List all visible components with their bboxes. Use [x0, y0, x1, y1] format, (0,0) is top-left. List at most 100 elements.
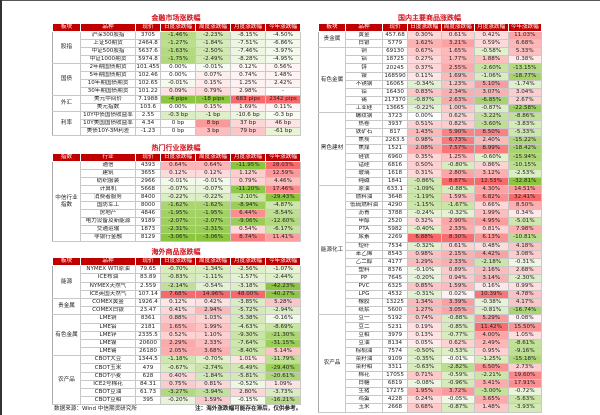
change-cell: -8.15%: [230, 31, 266, 40]
table-row: 铅 16430 0.83% 2.34% 3.07% 3.04%: [319, 87, 542, 97]
price-cell: 2966: [135, 177, 161, 186]
group-label: 能源: [52, 265, 81, 299]
group-label: 利率: [52, 111, 81, 136]
item-name: 电力设备及新能源: [80, 217, 136, 226]
change-cell: 37 bp: [230, 119, 266, 128]
price-cell: 69130: [382, 47, 408, 57]
change-cell: 0.16%: [474, 281, 509, 292]
table-row: 棉花 17055 0.71% -0.59% -2.21% 19.60%: [319, 371, 542, 381]
change-cell: -: [265, 87, 301, 96]
price-cell: 23.47: [135, 306, 161, 316]
change-cell: -12.60%: [265, 217, 301, 226]
change-cell: 10.39%: [474, 290, 509, 300]
change-cell: 3.14%: [474, 273, 509, 284]
price-cell: 61.73: [135, 387, 161, 398]
item-name: 白糖: [345, 379, 383, 389]
change-cell: -6.85%: [474, 95, 509, 105]
change-cell: -6.86%: [265, 39, 301, 48]
change-cell: 2.05%: [160, 347, 196, 357]
change-cell: 4.95%: [474, 217, 509, 227]
item-name: 橡胶: [345, 298, 383, 308]
change-cell: 4.46%: [265, 177, 301, 186]
price-cell: 102.46: [135, 71, 161, 80]
change-cell: 1.05%: [507, 330, 542, 340]
change-cell: 2.55%: [440, 63, 475, 73]
change-cell: -10.6 bp: [230, 111, 266, 120]
table-row: 锌 20245 0.37% 2.55% -2.60% -13.15%: [319, 63, 542, 73]
price-cell: 8400: [135, 193, 161, 202]
change-cell: -1.07%: [265, 265, 301, 275]
table-row: 焦煤 1521 2.08% 7.57% 8.99% -18.42%: [319, 144, 542, 154]
item-name: 建筑: [80, 169, 136, 178]
item-name: 国防军工: [80, 201, 136, 210]
table-row: 贵金属 COMEX黄金 1926.4 0.12% 0.42% -3.85% 5.28%: [52, 297, 301, 316]
change-cell: 0.64%: [160, 161, 196, 170]
price-cell: 20245: [382, 63, 408, 73]
change-cell: 6.73%: [440, 136, 475, 146]
item-name: LME铝: [80, 322, 136, 332]
change-cell: -0.72%: [507, 387, 542, 397]
table-row: COMEX白银 23.47 0.41% 2.94% -5.72% -2.94%: [53, 306, 301, 316]
change-cell: 0.85%: [407, 281, 442, 292]
table-row: 美债10Y-3M利差 -1.23 0 bp 3 bp 79 bp -61 bp: [53, 127, 301, 136]
change-cell: -3.06%: [195, 233, 231, 242]
item-name: COMEX黄金: [80, 297, 136, 308]
change-cell: 0.48%: [474, 241, 509, 251]
item-name: 螺纹钢: [345, 112, 383, 122]
change-cell: -22.58%: [507, 103, 542, 114]
item-name: 锌: [345, 63, 383, 73]
price-cell: 5600: [382, 306, 408, 316]
change-cell: -1.67%: [440, 201, 475, 211]
price-cell: 79.65: [135, 265, 161, 275]
table-row: 镍 168590 0.11% 1.69% -1.06% -18.77%: [319, 71, 542, 81]
change-cell: 7.98%: [507, 225, 542, 235]
change-cell: 28.03%: [265, 161, 301, 170]
change-cell: 6.44%: [230, 209, 266, 218]
change-cell: -15.22%: [507, 136, 542, 146]
item-name: PVC: [345, 281, 383, 292]
change-cell: 2.29%: [160, 338, 196, 349]
change-cell: 0.54%: [230, 225, 266, 234]
change-cell: -2.44%: [265, 273, 301, 283]
change-cell: 8 bp: [195, 119, 231, 128]
table-row: LME锌 2335.5 0.52% 1.10% -9.30% -21.30%: [53, 330, 301, 340]
item-name: 工业硅: [345, 103, 383, 114]
change-cell: 0.42%: [474, 31, 509, 41]
change-cell: -0.70%: [160, 265, 196, 275]
price-cell: 8129: [135, 233, 161, 242]
change-cell: -0.05%: [440, 395, 475, 405]
change-cell: -0.87%: [440, 403, 475, 413]
change-cell: 3.12%: [474, 168, 509, 178]
item-name: 非银行金融: [80, 233, 136, 242]
change-cell: -40.27%: [265, 289, 301, 299]
table-row: 黑色建材 螺纹钢 3723 0.00% 0.62% -3.22% -8.86%: [318, 112, 542, 186]
change-cell: -3.27%: [160, 387, 196, 398]
change-cell: 79 bp: [230, 127, 266, 136]
item-name: NYMEX天然气: [80, 281, 136, 291]
change-cell: 0.19%: [407, 322, 442, 332]
change-cell: -3.60%: [474, 120, 509, 130]
change-cell: -5.33%: [507, 128, 542, 138]
change-cell: 0.11%: [407, 71, 442, 81]
column-header: 指数: [52, 153, 81, 162]
change-cell: 11.03%: [507, 31, 542, 41]
column-header: 现价: [135, 256, 161, 267]
change-cell: -0.01%: [160, 177, 196, 186]
table-row: 白糖 6819 -0.08% -0.96% 3.41% 17.91%: [319, 379, 542, 389]
change-cell: -10.15%: [507, 160, 542, 170]
change-cell: 4.18%: [507, 241, 542, 251]
item-name: 短纤: [345, 241, 383, 251]
table-row: 农产品 CBOT大豆 1344.5 -1.18% -0.70% 1.01% -11.79%: [52, 355, 301, 406]
price-cell: 8134: [382, 338, 408, 348]
table-row: 乙二醇 4177 1.29% 2.33% -2.18% -0.31%: [319, 257, 542, 267]
change-cell: -21.30%: [265, 330, 301, 340]
change-cell: 2.63%: [440, 95, 475, 105]
item-name: 玻璃: [345, 168, 383, 178]
change-cell: -0.86%: [407, 176, 442, 186]
change-cell: 8.50%: [474, 128, 509, 138]
change-cell: 1.69%: [230, 103, 266, 112]
table-row: 菜籽粕 3311 -0.63% -2.82% 6.50% 2.73%: [319, 362, 542, 373]
change-cell: 48.00%: [230, 289, 266, 299]
item-name: PP: [345, 273, 383, 284]
change-cell: -0.01%: [195, 63, 231, 72]
